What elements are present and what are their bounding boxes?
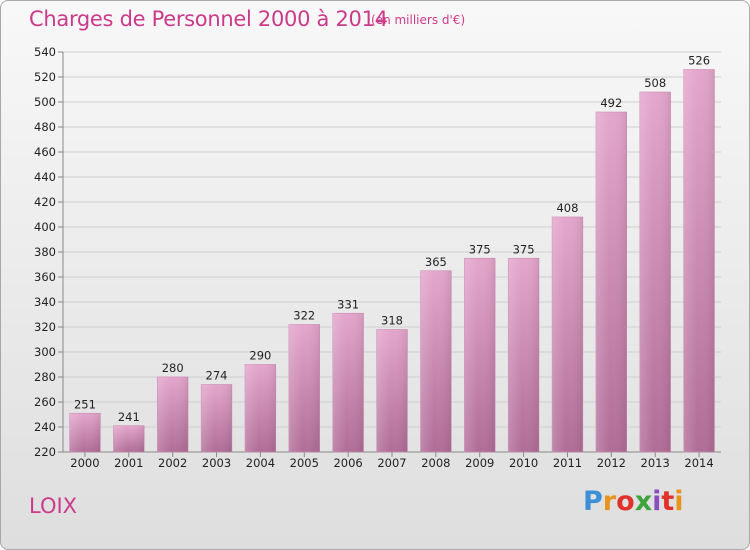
x-tick-label: 2012 <box>597 456 626 470</box>
bar-shade-2006 <box>332 313 364 452</box>
bar-shade-2005 <box>288 324 320 452</box>
x-tick-label: 2003 <box>202 456 231 470</box>
y-tick-label: 400 <box>34 220 56 234</box>
x-tick-label: 2002 <box>158 456 187 470</box>
data-label-2006: 331 <box>337 297 359 311</box>
bar-shade-2001 <box>113 425 145 452</box>
data-label-2005: 322 <box>293 309 315 323</box>
x-tick-label: 2009 <box>465 456 494 470</box>
x-tick-label: 2010 <box>509 456 538 470</box>
bar-shade-2014 <box>683 69 715 452</box>
y-tick-label: 220 <box>34 445 56 459</box>
bar-shade-2011 <box>552 217 583 452</box>
commune-name: LOIX <box>29 494 78 518</box>
logo-letter: i <box>652 486 662 517</box>
x-tick-label: 2004 <box>246 456 275 470</box>
data-label-2003: 274 <box>206 369 228 383</box>
chart-title: Charges de Personnel 2000 à 2014 <box>29 7 388 31</box>
data-label-2002: 280 <box>162 361 184 375</box>
data-label-2008: 365 <box>425 255 447 269</box>
logo-letter: r <box>602 486 617 517</box>
y-tick-label: 300 <box>34 345 56 359</box>
y-tick-label: 420 <box>34 195 56 209</box>
data-label-2007: 318 <box>381 314 403 328</box>
x-tick-label: 2007 <box>377 456 406 470</box>
x-tick-label: 2006 <box>333 456 362 470</box>
y-tick-label: 440 <box>34 170 56 184</box>
x-tick-label: 2013 <box>641 456 670 470</box>
y-tick-label: 260 <box>34 395 56 409</box>
x-tick-label: 2008 <box>421 456 450 470</box>
logo-letter: P <box>583 486 603 517</box>
data-labels: 251 241 280 274 290 322 331 318 365 375 375 408 492 5… <box>74 54 710 424</box>
logo-letter: o <box>616 486 635 517</box>
y-tick-label: 460 <box>34 145 56 159</box>
x-tick-label: 2014 <box>684 456 713 470</box>
data-label-2010: 375 <box>513 242 535 256</box>
y-tick-label: 380 <box>34 245 56 259</box>
data-label-2009: 375 <box>469 242 491 256</box>
bar-shade-2004 <box>245 364 276 452</box>
x-tick-label: 2000 <box>70 456 99 470</box>
x-tick-label: 2005 <box>290 456 319 470</box>
x-tick-label: 2001 <box>114 456 143 470</box>
bar-shade-2008 <box>420 270 452 452</box>
data-label-2004: 290 <box>249 349 271 363</box>
y-tick-label: 340 <box>34 295 56 309</box>
logo-letter: i <box>674 486 684 517</box>
bars <box>69 69 715 453</box>
y-tick-label: 540 <box>34 45 56 59</box>
y-tick-label: 240 <box>34 420 56 434</box>
data-label-2013: 508 <box>644 76 666 90</box>
chart-subtitle: (en milliers d'€) <box>371 13 466 27</box>
bar-shade-2013 <box>639 92 671 452</box>
data-label-2001: 241 <box>118 410 140 424</box>
data-label-2000: 251 <box>74 397 96 411</box>
bar-shade-2000 <box>69 413 101 452</box>
y-tick-label: 280 <box>34 370 56 384</box>
data-label-2014: 526 <box>688 54 710 68</box>
logo-letter: t <box>661 486 675 517</box>
y-tick-label: 360 <box>34 270 56 284</box>
y-tick-label: 480 <box>34 120 56 134</box>
bar-shade-2009 <box>464 258 496 452</box>
y-tick-label: 320 <box>34 320 56 334</box>
x-tick-label: 2011 <box>553 456 582 470</box>
proxiti-logo[interactable]: Proxiti <box>583 486 684 517</box>
bar-shade-2002 <box>157 377 189 452</box>
logo-letter: x <box>634 486 653 517</box>
data-label-2012: 492 <box>600 96 622 110</box>
bar-shade-2012 <box>595 112 627 452</box>
y-tick-label: 520 <box>34 70 56 84</box>
bar-shade-2010 <box>508 258 539 452</box>
bar-shade-2003 <box>201 384 232 452</box>
data-label-2011: 408 <box>556 201 578 215</box>
y-tick-label: 500 <box>34 95 56 109</box>
bar-shade-2007 <box>376 329 408 452</box>
